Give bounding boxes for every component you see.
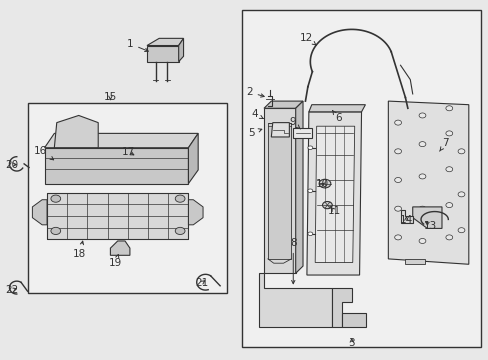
Polygon shape bbox=[188, 200, 203, 225]
Polygon shape bbox=[44, 134, 198, 148]
Circle shape bbox=[418, 141, 425, 147]
Polygon shape bbox=[271, 123, 289, 137]
Polygon shape bbox=[147, 45, 178, 62]
Polygon shape bbox=[147, 39, 183, 45]
Bar bbox=[267, 123, 291, 259]
Text: 17: 17 bbox=[122, 147, 135, 157]
Circle shape bbox=[307, 232, 312, 235]
Circle shape bbox=[418, 113, 425, 118]
Circle shape bbox=[445, 167, 452, 172]
Polygon shape bbox=[387, 101, 468, 264]
Circle shape bbox=[307, 146, 312, 149]
Text: 10: 10 bbox=[315, 179, 328, 189]
Circle shape bbox=[418, 206, 425, 211]
Circle shape bbox=[307, 189, 312, 193]
Text: 8: 8 bbox=[289, 238, 296, 284]
Circle shape bbox=[394, 235, 401, 240]
Text: 18: 18 bbox=[73, 241, 86, 259]
Circle shape bbox=[445, 203, 452, 208]
Circle shape bbox=[175, 195, 184, 202]
Polygon shape bbox=[32, 200, 47, 225]
Polygon shape bbox=[400, 211, 412, 223]
Polygon shape bbox=[259, 273, 331, 327]
Polygon shape bbox=[308, 105, 365, 112]
Text: 20: 20 bbox=[5, 159, 19, 170]
Polygon shape bbox=[264, 108, 295, 273]
Text: 16: 16 bbox=[34, 145, 54, 160]
Polygon shape bbox=[188, 134, 198, 184]
Circle shape bbox=[445, 235, 452, 240]
Circle shape bbox=[457, 228, 464, 233]
Polygon shape bbox=[44, 148, 188, 184]
Circle shape bbox=[445, 131, 452, 136]
Circle shape bbox=[394, 177, 401, 183]
Text: 13: 13 bbox=[423, 221, 436, 230]
Polygon shape bbox=[341, 313, 366, 327]
Polygon shape bbox=[331, 288, 351, 327]
Bar bbox=[242, 10, 480, 347]
Polygon shape bbox=[405, 259, 424, 264]
Text: 7: 7 bbox=[439, 139, 448, 151]
Polygon shape bbox=[264, 101, 303, 108]
Circle shape bbox=[51, 227, 61, 234]
Text: 11: 11 bbox=[327, 206, 341, 216]
Circle shape bbox=[445, 106, 452, 111]
Text: 12: 12 bbox=[300, 33, 316, 45]
Text: 2: 2 bbox=[245, 87, 264, 97]
Circle shape bbox=[457, 149, 464, 154]
Text: 1: 1 bbox=[126, 39, 148, 51]
Polygon shape bbox=[178, 39, 183, 62]
Text: 22: 22 bbox=[5, 285, 19, 295]
Circle shape bbox=[418, 238, 425, 243]
Polygon shape bbox=[315, 126, 354, 262]
Text: 5: 5 bbox=[248, 128, 261, 138]
Text: 9: 9 bbox=[288, 117, 300, 129]
Bar bbox=[293, 128, 311, 138]
Text: 14: 14 bbox=[399, 215, 412, 225]
Circle shape bbox=[322, 202, 331, 209]
Polygon shape bbox=[412, 207, 441, 228]
Text: 15: 15 bbox=[103, 92, 117, 102]
Circle shape bbox=[394, 149, 401, 154]
Circle shape bbox=[394, 120, 401, 125]
Circle shape bbox=[457, 192, 464, 197]
Circle shape bbox=[394, 206, 401, 211]
Circle shape bbox=[319, 179, 330, 188]
Text: 6: 6 bbox=[332, 111, 341, 123]
Polygon shape bbox=[306, 112, 361, 275]
Polygon shape bbox=[54, 116, 98, 148]
Circle shape bbox=[418, 174, 425, 179]
Polygon shape bbox=[295, 101, 303, 273]
Text: 21: 21 bbox=[195, 278, 208, 288]
Bar bbox=[47, 193, 188, 239]
Circle shape bbox=[51, 195, 61, 202]
Text: 4: 4 bbox=[250, 109, 263, 119]
Text: 19: 19 bbox=[108, 255, 122, 268]
Circle shape bbox=[175, 227, 184, 234]
Polygon shape bbox=[110, 241, 130, 255]
Text: 3: 3 bbox=[348, 338, 354, 348]
Bar bbox=[27, 103, 227, 293]
